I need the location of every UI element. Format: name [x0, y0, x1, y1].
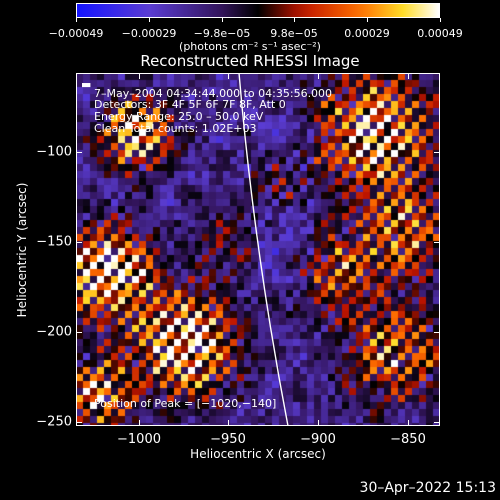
timestamp: 30–Apr–2022 15:13 — [359, 480, 496, 496]
y-tick-mark — [76, 152, 82, 153]
x-tick-mark — [228, 73, 229, 79]
annotation-detectors: Detectors: 3F 4F 5F 6F 7F 8F, Att 0 — [94, 98, 286, 111]
x-tick-mark — [139, 73, 140, 79]
colorbar-tick-label: 0.00029 — [344, 27, 390, 40]
plot-title: Reconstructed RHESSI Image — [140, 52, 360, 70]
annotation-peak-position: Position of Peak = [−1020,−140] — [94, 397, 277, 410]
y-tick-mark — [434, 422, 440, 423]
legend-marker: ▬ — [81, 78, 92, 91]
y-tick-mark — [76, 242, 82, 243]
colorbar-tick-mark — [367, 18, 368, 22]
solar-limb-line — [238, 73, 289, 426]
colorbar-tick-mark — [149, 18, 150, 22]
y-tick-mark — [76, 332, 82, 333]
y-tick-mark — [434, 332, 440, 333]
colorbar — [76, 3, 440, 18]
colorbar-units: (photons cm⁻² s⁻¹ asec⁻²) — [179, 40, 321, 53]
y-axis-label: Heliocentric Y (arcsec) — [15, 182, 29, 318]
x-tick-mark — [228, 420, 229, 426]
x-tick-mark — [318, 420, 319, 426]
y-tick-label: −150 — [36, 234, 72, 250]
y-tick-label: −250 — [36, 414, 72, 430]
colorbar-tick-mark — [76, 18, 77, 22]
y-tick-label: −100 — [36, 144, 72, 160]
x-axis-label: Heliocentric X (arcsec) — [190, 447, 326, 461]
x-tick-mark — [408, 420, 409, 426]
x-tick-label: −1000 — [117, 432, 161, 447]
x-tick-label: −850 — [390, 432, 426, 447]
annotation-clean-counts: Clean Total counts: 1.02E+03 — [94, 122, 257, 135]
y-tick-mark — [76, 422, 82, 423]
limb-overlay — [238, 73, 289, 426]
plot-area: ▬ 7–May–2004 04:34:44.000 to 04:35:56.00… — [76, 73, 440, 426]
colorbar-tick-label: −0.00029 — [121, 27, 177, 40]
colorbar-tick-label: 0.00049 — [417, 27, 463, 40]
colorbar-tick-mark — [294, 18, 295, 22]
colorbar-tick-label: −0.00049 — [48, 27, 104, 40]
x-tick-mark — [318, 73, 319, 79]
y-tick-mark — [434, 152, 440, 153]
x-tick-mark — [408, 73, 409, 79]
colorbar-tick-mark — [222, 18, 223, 22]
colorbar-tick-label: 9.8e−05 — [270, 27, 318, 40]
x-tick-label: −950 — [210, 432, 246, 447]
rhessi-image — [76, 73, 440, 426]
annotation-time-range: 7–May–2004 04:34:44.000 to 04:35:56.000 — [94, 87, 333, 100]
annotation-energy-range: Energy Range: 25.0 – 50.0 keV — [94, 110, 264, 123]
colorbar-tick-label: −9.8e−05 — [193, 27, 251, 40]
colorbar-tick-mark — [440, 18, 441, 22]
y-tick-mark — [434, 242, 440, 243]
x-tick-label: −900 — [300, 432, 336, 447]
x-tick-mark — [139, 420, 140, 426]
y-tick-label: −200 — [36, 324, 72, 340]
